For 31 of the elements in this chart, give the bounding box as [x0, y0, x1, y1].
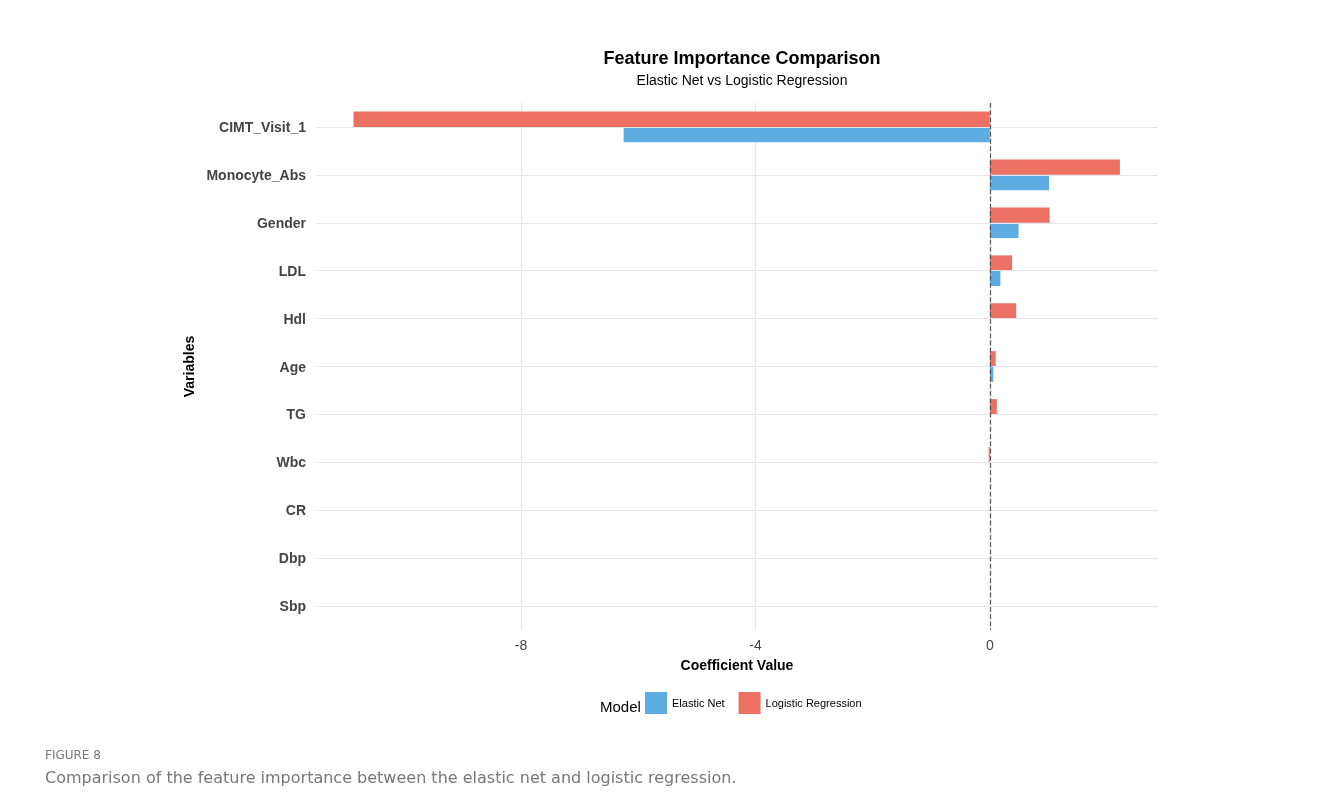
y-tick-label: Gender — [256, 214, 307, 231]
y-tick-label: Wbc — [276, 454, 307, 471]
bar — [989, 174, 1050, 191]
y-tick-label: Hdl — [283, 310, 306, 327]
bar — [989, 303, 1017, 319]
y-tick-label: Age — [279, 358, 307, 375]
bar — [989, 159, 1120, 175]
y-tick-label: Monocyte_Abs — [206, 166, 307, 183]
x-axis-title: Coefficient Value — [680, 657, 794, 673]
bar — [353, 111, 990, 127]
y-tick-label: CIMT_Visit_1 — [219, 118, 307, 135]
y-axis-title: Variables — [180, 335, 197, 398]
text: Comparison of the feature importance between the elastic net and logistic regression. — [45, 767, 737, 787]
chart-subtitle: Elastic Net vs Logistic Regression — [636, 72, 848, 88]
x-tick-label: 0 — [985, 637, 994, 653]
legend-label: Logistic Regression — [765, 697, 862, 709]
y-tick-label: CR — [285, 502, 306, 519]
y-tick-label: LDL — [278, 262, 307, 279]
x-tick-label: -8 — [514, 637, 528, 653]
bar — [989, 207, 1050, 223]
y-tick-label: Dbp — [278, 550, 306, 567]
y-tick-label: TG — [286, 406, 307, 423]
bar — [623, 126, 990, 143]
legend-label: Elastic Net — [672, 697, 725, 709]
y-tick-label: Sbp — [279, 598, 306, 615]
bar — [989, 222, 1019, 239]
caption: FIGURE 8 — [45, 748, 101, 762]
chart-title: Feature Importance Comparison — [603, 48, 881, 68]
x-tick-label: -4 — [749, 637, 762, 653]
bar — [989, 255, 1013, 271]
legend-title: Model — [600, 698, 641, 715]
